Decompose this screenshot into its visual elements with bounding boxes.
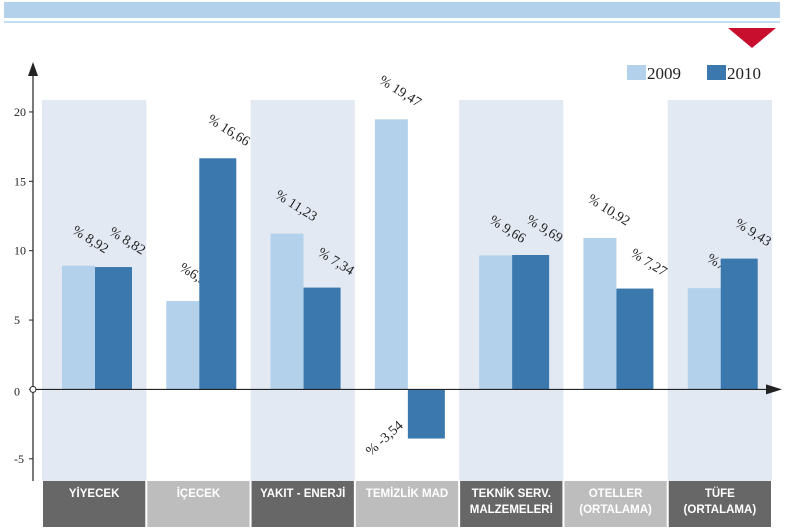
bar: [95, 267, 132, 390]
category-box: [564, 481, 667, 527]
bar: [303, 287, 341, 390]
bar: [270, 233, 304, 390]
origin: [29, 385, 37, 393]
x-axis-arrow: [766, 384, 782, 395]
bar: [512, 254, 550, 390]
category-label: YAKIT - ENERJİ: [260, 487, 345, 500]
bar: [583, 237, 617, 390]
bar: [616, 288, 654, 390]
legend-swatch: [707, 65, 726, 80]
y-tick-label: 10: [14, 244, 26, 258]
bar: [199, 158, 237, 390]
bar: [687, 288, 721, 390]
category-label: TEMİZLİK MAD: [366, 487, 448, 500]
value-label: % 7,27: [628, 246, 670, 280]
category-box: [147, 481, 250, 527]
category-box: [668, 481, 771, 527]
y-axis-arrow: [28, 62, 38, 76]
bar: [407, 389, 445, 439]
category-label: İÇECEK: [177, 487, 221, 500]
bar: [720, 258, 758, 390]
category-label: TÜFE (ORTALAMA): [684, 487, 757, 516]
y-tick-label: 0: [14, 384, 20, 398]
top-band: [4, 2, 780, 18]
category-label: YİYECEK: [69, 487, 120, 500]
category-box: [355, 481, 459, 527]
y-tick-label: -5: [14, 452, 24, 466]
category-label: OTELLER (ORTALAMA): [579, 488, 652, 516]
bar: [374, 119, 408, 390]
category-box: [43, 481, 146, 527]
y-tick-label: 5: [14, 313, 20, 327]
value-label: % -3,54: [364, 418, 407, 459]
legend-label: 2010: [727, 64, 761, 83]
bar: [62, 265, 95, 390]
category-label: TEKNİK SERV. MALZEMELERİ: [470, 487, 553, 516]
value-label: % 16,66: [205, 112, 253, 149]
category-box: [460, 481, 563, 527]
legend-label: 2009: [647, 64, 681, 83]
value-label: % 19,47: [376, 73, 424, 110]
value-label: % 10,92: [585, 192, 633, 229]
corner-triangle: [728, 28, 776, 48]
y-tick-label: 15: [14, 174, 26, 188]
bar: [479, 255, 513, 390]
legend-swatch: [627, 65, 646, 80]
bar: [166, 301, 200, 390]
y-tick-label: 20: [14, 105, 26, 119]
category-box: [251, 481, 354, 527]
